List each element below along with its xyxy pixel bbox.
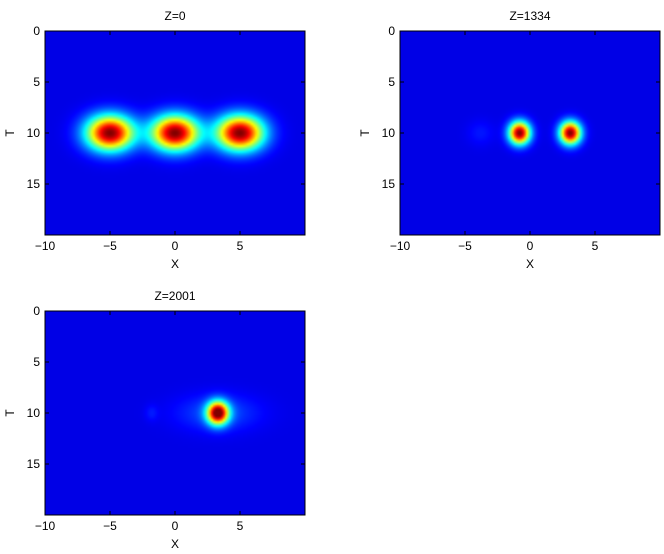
y-tick-label: 15 <box>27 177 41 191</box>
y-tick-label: 10 <box>27 126 41 140</box>
panel-title: Z=2001 <box>154 289 195 303</box>
x-tick-label: −10 <box>35 519 56 533</box>
panel-z0: Z=0 −10 −5 0 5 0 5 10 15 X T <box>3 9 306 271</box>
x-axis-label: X <box>171 537 179 551</box>
x-tick-label: 5 <box>237 519 244 533</box>
x-axis-label: X <box>526 257 534 271</box>
heatmap-image <box>45 31 305 235</box>
x-axis-label: X <box>171 257 179 271</box>
y-tick-label: 0 <box>33 24 40 38</box>
y-tick-label: 5 <box>388 75 395 89</box>
y-tick-label: 0 <box>388 24 395 38</box>
y-tick-label: 10 <box>382 126 396 140</box>
heatmap-plot: −10 −5 0 5 0 5 10 15 <box>382 24 661 253</box>
x-tick-label: −5 <box>103 239 117 253</box>
panel-z1334: Z=1334 −10 −5 0 5 0 5 10 15 X T <box>358 9 661 271</box>
x-tick-label: −5 <box>458 239 472 253</box>
x-tick-label: 0 <box>527 239 534 253</box>
heatmap-plot: −10 −5 0 5 0 5 10 15 <box>27 24 306 253</box>
x-tick-label: −10 <box>390 239 411 253</box>
y-axis-label: T <box>3 409 17 417</box>
x-tick-label: −5 <box>103 519 117 533</box>
x-tick-label: 5 <box>237 239 244 253</box>
y-tick-label: 5 <box>33 75 40 89</box>
heatmap-image <box>45 311 305 515</box>
x-tick-label: 0 <box>172 239 179 253</box>
y-tick-label: 10 <box>27 406 41 420</box>
x-tick-label: 0 <box>172 519 179 533</box>
x-tick-label: 5 <box>592 239 599 253</box>
panel-title: Z=0 <box>164 9 185 23</box>
x-tick-label: −10 <box>35 239 56 253</box>
y-axis-label: T <box>3 129 17 137</box>
panel-title: Z=1334 <box>509 9 550 23</box>
y-axis-label: T <box>358 129 372 137</box>
heatmap-plot: −10 −5 0 5 0 5 10 15 <box>27 304 306 533</box>
heatmap-image <box>400 31 660 235</box>
y-tick-label: 15 <box>27 457 41 471</box>
y-tick-label: 15 <box>382 177 396 191</box>
y-tick-label: 5 <box>33 355 40 369</box>
panel-z2001: Z=2001 −10 −5 0 5 0 5 10 15 X T <box>3 289 306 551</box>
y-tick-label: 0 <box>33 304 40 318</box>
